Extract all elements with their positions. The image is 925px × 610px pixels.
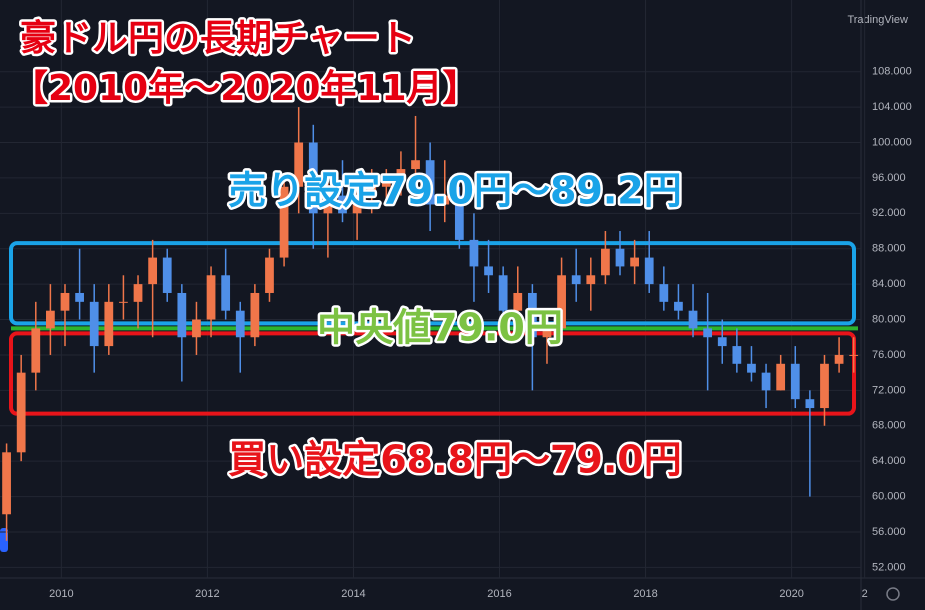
candle-body [834, 354, 844, 364]
sell-zone-label: 売り設定79.0円～89.2円 [228, 169, 682, 213]
candle-body [265, 257, 274, 293]
candle-body [674, 301, 683, 311]
candle-body [75, 292, 84, 302]
y-tick-label: 76.000 [872, 349, 906, 361]
y-tick-label: 72.000 [872, 384, 906, 396]
y-tick-label: 68.000 [872, 420, 906, 432]
candle-body [513, 292, 523, 311]
candle-body [2, 452, 11, 515]
candle-body [148, 257, 158, 285]
buy-zone-box [9, 331, 856, 416]
buy-zone-label: 買い設定68.8円～79.0円 [228, 438, 682, 482]
candle-body [308, 142, 318, 214]
candle-body [557, 275, 566, 329]
candle-body [133, 284, 143, 302]
x-tick-label: 2014 [341, 588, 365, 600]
y-tick-label: 80.000 [872, 313, 906, 325]
candle-body [16, 372, 26, 453]
candle-body [250, 292, 260, 338]
candle-body [747, 363, 756, 373]
candle-body [454, 195, 464, 240]
candle-body [440, 195, 450, 205]
candle-body [586, 275, 596, 285]
candle-body [542, 328, 552, 338]
x-tick-label: 2020 [779, 588, 803, 600]
x-tick-label: 2 [862, 588, 868, 600]
y-tick-label: 56.000 [872, 526, 906, 538]
chart-subtitle: 【2010年～2020年11月】 [12, 68, 479, 109]
candle-body [177, 292, 187, 338]
candle-body [338, 195, 347, 214]
candle-body [221, 275, 231, 311]
y-tick-label: 84.000 [872, 278, 906, 290]
candle-body [235, 310, 245, 338]
y-tick-label: 60.000 [872, 490, 906, 502]
candle-body [820, 363, 829, 409]
y-tick-label: 92.000 [872, 207, 906, 219]
y-tick-label: 64.000 [872, 455, 906, 467]
candle-body [688, 310, 698, 329]
candle-body [367, 186, 377, 196]
x-tick-label: 2010 [49, 588, 73, 600]
candle-body [31, 328, 41, 373]
candle-body [46, 310, 55, 329]
candle-body [615, 248, 625, 267]
y-tick-label: 96.000 [872, 172, 906, 184]
candle-body [294, 142, 304, 187]
candle-body [411, 160, 420, 170]
candle-body [425, 160, 435, 205]
candle-body [761, 372, 771, 391]
candle-body [119, 301, 128, 303]
candle-body [659, 284, 669, 302]
candle-body [849, 354, 859, 356]
y-tick-label: 108.000 [872, 66, 912, 78]
median-label: 中央値79.0円 [317, 306, 563, 350]
y-tick-label: 100.000 [872, 136, 912, 148]
candle-body [776, 363, 786, 391]
candle-body [484, 266, 493, 276]
candle-body [396, 169, 406, 178]
y-tick-label: 104.000 [872, 101, 912, 113]
candle-body [279, 186, 289, 258]
candle-body [732, 346, 742, 364]
y-tick-label: 52.000 [872, 561, 906, 573]
candle-body [571, 275, 581, 285]
candle-body [790, 363, 800, 400]
candle-body [352, 195, 362, 214]
candle-body [206, 275, 216, 320]
x-tick-label: 2018 [633, 588, 657, 600]
candle-body [630, 257, 639, 267]
candle-body [717, 337, 727, 347]
candle-body [89, 301, 99, 347]
settings-icon[interactable] [886, 587, 900, 601]
candle-body [601, 248, 610, 276]
x-tick-label: 2012 [195, 588, 219, 600]
brand: TradingView [847, 14, 908, 26]
candle-body [162, 257, 172, 293]
candle-body [469, 239, 479, 267]
candle-body [644, 257, 654, 285]
candle-body [527, 292, 537, 338]
candle-body [60, 292, 70, 311]
sell-zone-box [9, 241, 856, 326]
candle-body [498, 275, 508, 311]
chart-title: 豪ドル円の長期チャート [20, 18, 416, 59]
x-tick-label: 2016 [487, 588, 511, 600]
candle-body [192, 319, 201, 338]
candle-body [703, 328, 713, 338]
candle-body [323, 195, 333, 214]
candle-body [104, 301, 114, 347]
candle-body [381, 177, 391, 187]
y-tick-label: 88.000 [872, 243, 906, 255]
candle-body [805, 399, 815, 409]
